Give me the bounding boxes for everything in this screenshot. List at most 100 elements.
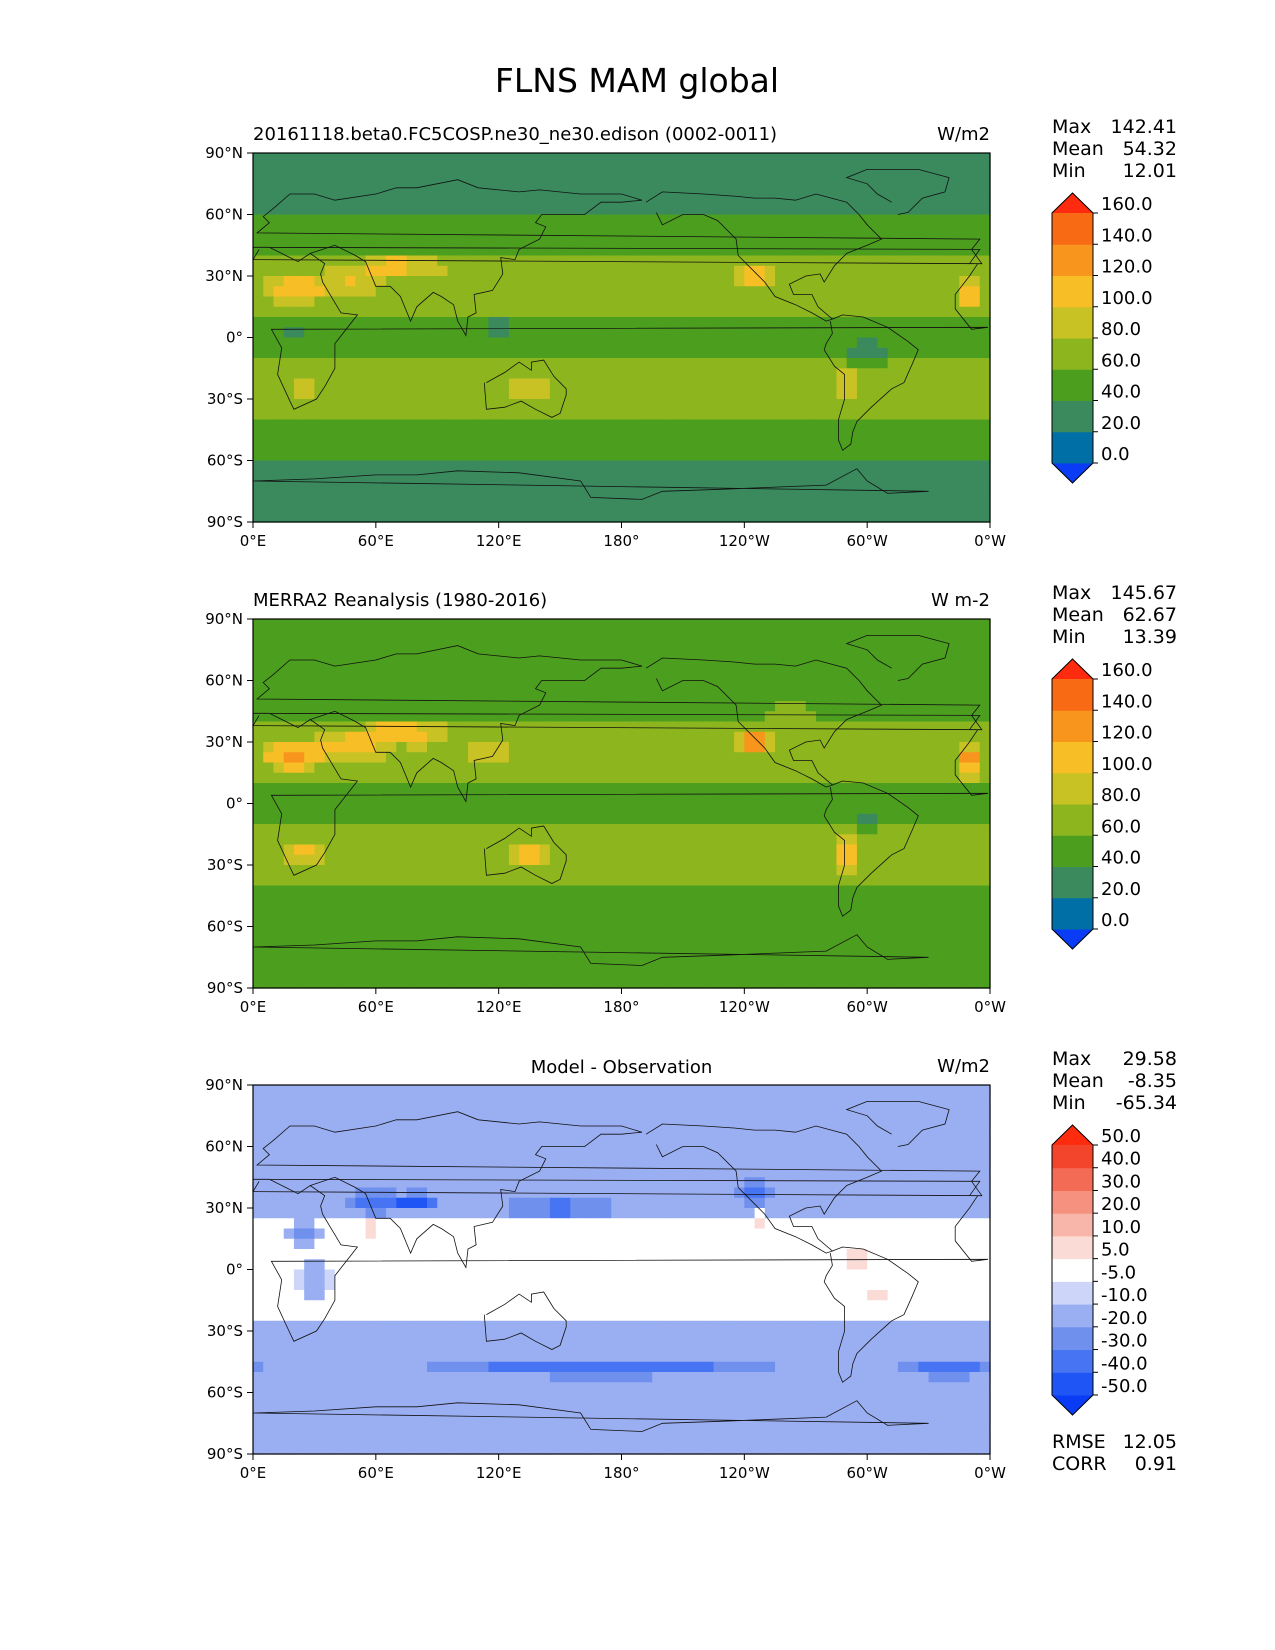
field-cell [631,388,643,400]
field-cell [641,511,653,523]
field-cell [682,163,694,175]
map-field [253,619,991,989]
field-cell [713,803,725,815]
field-cell [897,409,909,421]
field-cell [826,327,838,339]
field-cell [314,926,326,938]
field-cell [969,916,981,928]
field-cell [467,690,479,702]
field-cell [641,752,653,764]
field-cell [457,245,469,257]
field-cell [375,649,387,661]
field-cell [867,173,879,185]
field-cell [631,721,643,733]
field-cell [447,619,459,630]
field-cell [795,419,807,431]
field-cell [437,194,449,205]
field-cell [345,854,356,866]
field-cell [478,660,490,671]
field-cell [488,173,500,185]
field-cell [508,834,520,846]
field-cell [908,721,919,733]
field-cell [601,306,612,318]
field-cell [375,680,387,692]
field-cell [590,440,602,451]
field-cell [918,670,930,682]
field-cell [427,409,438,421]
field-cell [949,783,960,794]
field-cell [836,235,848,246]
field-cell [641,378,653,390]
field-cell [549,317,561,328]
field-cell [253,854,264,866]
field-cell [283,793,295,805]
field-cell [314,639,326,651]
field-cell [437,731,449,743]
field-cell [897,358,909,369]
field-cell [457,649,469,661]
field-cell [959,388,971,400]
field-cell [560,680,571,692]
field-cell [355,153,367,164]
field-cell [979,440,991,451]
field-cell [508,701,520,712]
field-cell [273,629,285,641]
field-cell [386,296,397,308]
field-cell [467,153,479,164]
field-cell [723,276,735,287]
field-cell [682,916,694,928]
field-cell [887,429,899,441]
field-cell [764,680,776,692]
field-cell [427,306,438,318]
field-cell [969,388,981,400]
field-cell [437,265,449,277]
field-cell [887,317,899,328]
field-cell [979,245,991,257]
field-cell [631,690,643,702]
field-cell [488,711,500,723]
field-cell [437,875,449,887]
field-cell [334,936,346,948]
field-cell [570,409,582,421]
field-cell [805,916,817,928]
field-cell [713,511,725,523]
field-cell [938,409,950,421]
field-cell [856,936,868,948]
field-cell [969,255,981,267]
field-cell [918,731,930,743]
field-cell [693,834,704,846]
field-cell [713,235,725,246]
field-cell [498,306,510,318]
field-cell [805,450,817,462]
field-cell [682,173,694,185]
field-cell [406,721,418,733]
field-cell [375,419,387,431]
field-cell [488,194,500,205]
field-cell [867,399,879,410]
field-cell [437,865,449,876]
field-cell [560,824,571,835]
field-cell [488,752,500,764]
field-cell [590,491,602,503]
field-cell [826,680,838,692]
field-cell [652,327,664,339]
field-cell [601,429,612,441]
field-cell [703,327,715,339]
field-cell [334,752,346,764]
field-cell [682,936,694,948]
field-cell [775,245,786,257]
field-cell [508,378,520,390]
field-cell [785,347,797,359]
field-cell [815,347,827,359]
field-cell [498,701,510,712]
field-cell [345,327,356,339]
field-cell [529,803,541,815]
field-cell [293,153,305,164]
field-cell [519,173,530,185]
field-cell [498,803,510,815]
field-cell [723,772,735,784]
field-cell [416,173,428,185]
field-cell [457,450,469,462]
field-cell [437,450,449,462]
field-cell [570,690,582,702]
